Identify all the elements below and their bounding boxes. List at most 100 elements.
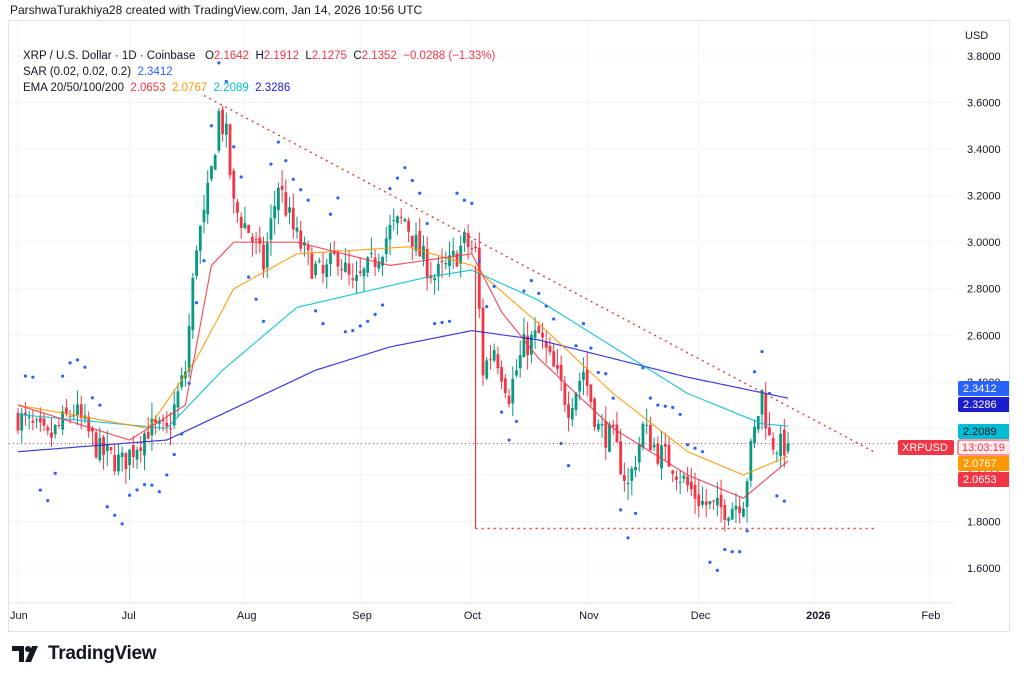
candle-body	[742, 508, 745, 517]
candle-body	[496, 354, 500, 369]
sar-dot	[247, 275, 251, 279]
sar-dot	[470, 201, 474, 205]
sar-dot	[269, 162, 273, 166]
sar-dot	[83, 365, 87, 369]
candle-body	[61, 411, 65, 430]
candle-body	[745, 481, 749, 507]
sar-dot	[738, 550, 742, 554]
sar-dot	[447, 319, 452, 323]
sar-dot	[261, 319, 266, 323]
sar-dot	[693, 446, 697, 450]
price-badge	[958, 397, 1009, 412]
legend-ema-row[interactable]: EMA 20/50/100/200 2.0653 2.0767 2.2089 2…	[23, 80, 495, 96]
price-chart[interactable]: 3.8000 3.6000 3.4000 3.2000 3.0000 2.8000 2.60…	[9, 21, 1009, 631]
symbol-badge[interactable]	[898, 440, 954, 455]
candle-body	[775, 453, 779, 455]
sar-dot	[492, 284, 496, 288]
candle-body	[314, 263, 317, 276]
currency-label[interactable]: USD	[965, 30, 988, 42]
candle-body	[124, 452, 128, 469]
candle-body	[410, 235, 414, 247]
candle-body	[191, 277, 195, 331]
candle-body	[399, 216, 403, 218]
candle-body	[544, 341, 548, 348]
sar-dot	[440, 320, 444, 325]
sar-dot	[574, 344, 578, 348]
y-tick-label: 3.6000	[967, 97, 1001, 109]
candle-body	[753, 426, 756, 443]
candle-body	[619, 441, 623, 475]
candle-body	[87, 416, 91, 432]
sar-dot	[633, 511, 638, 515]
candle-body	[213, 154, 217, 170]
sar-dot	[648, 396, 653, 400]
x-tick-label: Dec	[691, 610, 711, 622]
candle-body	[295, 227, 299, 232]
candle-body	[541, 332, 544, 338]
candle-body	[210, 166, 213, 180]
candle-body	[388, 224, 392, 240]
sar-dot	[782, 499, 786, 503]
price-badge	[958, 472, 1009, 487]
candle-body	[641, 423, 645, 448]
candle-body	[507, 395, 511, 405]
descending-trendline[interactable]	[203, 94, 874, 453]
candle-body	[448, 255, 451, 267]
candle-body	[299, 230, 303, 249]
candle-body	[645, 424, 649, 426]
candle-body	[135, 449, 139, 460]
candle-body	[604, 421, 608, 448]
candle-body	[24, 412, 27, 416]
candle-body	[425, 248, 429, 279]
candle-body	[559, 364, 563, 381]
candle-body	[254, 239, 258, 241]
candle-body	[232, 170, 236, 199]
sar-dot	[395, 176, 400, 180]
candle-body	[79, 404, 83, 418]
candle-body	[407, 220, 410, 232]
sar-dot	[299, 188, 303, 192]
sar-dot	[566, 464, 571, 468]
candle-body	[589, 384, 593, 402]
x-tick-label: Sep	[352, 610, 372, 622]
candle-body	[686, 476, 689, 486]
ohlc-o-label: O	[204, 50, 214, 62]
candle-body	[418, 230, 422, 257]
sar-dot	[418, 191, 422, 195]
sar-dot	[388, 187, 392, 191]
legend-sar-row[interactable]: SAR (0.02, 0.02, 0.2) 2.3412	[23, 64, 495, 80]
candle-body	[511, 378, 515, 404]
candle-body	[247, 224, 251, 233]
sar-dot	[581, 322, 586, 326]
sar-dot	[500, 410, 504, 414]
tradingview-logo-icon	[12, 646, 38, 662]
sar-dot	[760, 349, 764, 354]
chart-legend: XRP / U.S. Dollar · 1D · Coinbase O2.164…	[23, 48, 495, 96]
ema-label: EMA 20/50/100/200	[23, 82, 125, 94]
candle-body	[198, 226, 202, 252]
candle-body	[277, 187, 280, 210]
y-tick-label: 1.8000	[967, 517, 1001, 529]
sar-dot	[217, 61, 221, 65]
candle-body	[485, 360, 489, 379]
sar-dot	[142, 483, 147, 487]
candle-body	[768, 427, 771, 436]
candle-body	[537, 326, 541, 334]
tradingview-logo[interactable]: TradingView	[8, 643, 157, 665]
sar-dot	[358, 324, 362, 328]
candle-body	[262, 244, 265, 270]
ema100-value: 2.2089	[213, 82, 249, 94]
candle-body	[94, 432, 98, 458]
candle-body	[734, 505, 738, 510]
candle-body	[139, 447, 143, 451]
candle-body	[269, 218, 273, 240]
candle-body	[370, 253, 373, 255]
candle-body	[154, 419, 158, 423]
candle-body	[682, 475, 686, 479]
chart-frame[interactable]: 3.8000 3.6000 3.4000 3.2000 3.0000 2.8000 2.60…	[8, 20, 1010, 632]
sar-dot	[514, 419, 519, 424]
sar-dot	[433, 322, 437, 326]
sar-value: 2.3412	[137, 66, 173, 78]
symbol-label[interactable]: XRP / U.S. Dollar · 1D · Coinbase	[23, 50, 196, 62]
candle-body	[384, 238, 388, 255]
